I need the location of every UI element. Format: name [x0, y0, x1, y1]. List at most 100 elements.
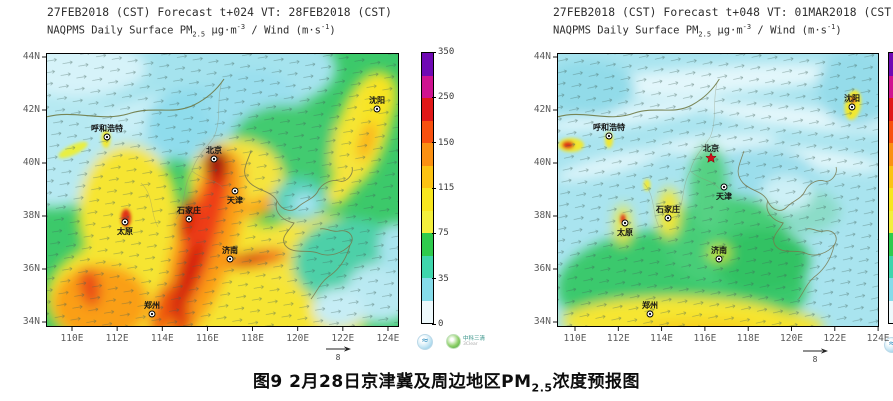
- colorbar-value-label: 250: [438, 92, 455, 103]
- lat-label: 34N: [533, 316, 551, 327]
- lon-label: 124E: [866, 333, 890, 344]
- caption-pm25-subscript: 2.5: [531, 381, 553, 395]
- lat-label: 34N: [22, 316, 40, 327]
- lat-label: 36N: [22, 263, 40, 274]
- city-marker-dot: [212, 157, 216, 161]
- unit-superscript: -1: [320, 23, 330, 31]
- colorbar-segment: [889, 278, 893, 301]
- subtitle-text: μg·m: [711, 24, 743, 37]
- city-marker-dot: [722, 185, 726, 189]
- figure-caption: 图9 2月28日京津冀及周边地区PM2.5浓度预报图: [0, 367, 893, 394]
- colorbar-segment: [422, 278, 433, 301]
- lat-label: 44N: [22, 51, 40, 62]
- colorbar-segment: [889, 143, 893, 166]
- subtitle-text: ): [835, 24, 842, 37]
- city-label: 石家庄: [655, 204, 680, 214]
- wind-vector-texture: [557, 53, 879, 327]
- weather-logo-icon-clipped: [884, 337, 893, 353]
- city-label: 北京: [206, 145, 222, 155]
- colorbar-segment: [422, 98, 433, 121]
- colorbar-segment: [889, 210, 893, 233]
- colorbar-segment: [422, 210, 433, 233]
- colorbar-right-clipped: [888, 52, 893, 324]
- lat-label: 42N: [533, 104, 551, 115]
- pm25-subscript: 2.5: [192, 30, 206, 39]
- city-label: 呼和浩特: [91, 123, 123, 133]
- lon-label: 124E: [376, 333, 400, 344]
- lat-label: 38N: [22, 210, 40, 221]
- city-marker-dot: [123, 220, 127, 224]
- pm25-field-left: [46, 53, 399, 327]
- subtitle-text: NAQPMS Daily Surface PM: [47, 24, 193, 37]
- colorbar-tick: [432, 232, 436, 234]
- forecast-subtitle-right: NAQPMS Daily Surface PM2.5 μg·m-3 / Wind…: [553, 23, 842, 39]
- colorbar-tick: [432, 187, 436, 189]
- colorbar-segment: [422, 165, 433, 188]
- subtitle-text: / Wind (m·s: [245, 24, 321, 37]
- forecast-title-left: 27FEB2018 (CST) Forecast t+024 VT: 28FEB…: [47, 6, 393, 19]
- wind-reference-value-left: 8: [335, 353, 341, 362]
- colorbar-tick: [432, 278, 436, 280]
- forecast-title-right: 27FEB2018 (CST) Forecast t+048 VT: 01MAR…: [553, 6, 893, 19]
- caption-text: 图9 2月28日京津冀及周边地区PM: [252, 372, 532, 392]
- city-label: 济南: [711, 245, 727, 255]
- colorbar-tick: [432, 51, 436, 53]
- colorbar-segment: [422, 233, 433, 256]
- colorbar-segment: [422, 143, 433, 166]
- lat-label: 42N: [22, 104, 40, 115]
- city-label: 北京: [703, 143, 719, 153]
- lon-label: 120E: [286, 333, 310, 344]
- lon-label: 118E: [736, 333, 760, 344]
- pm25-map-right: 呼和浩特 北京 天津 石家庄 太原 济南 郑州 沈阳: [553, 53, 879, 331]
- lon-label: 110E: [60, 333, 84, 344]
- colorbar-segment: [889, 255, 893, 278]
- colorbar-value-label: 115: [438, 183, 455, 193]
- subtitle-text: NAQPMS Daily Surface PM: [553, 24, 699, 37]
- colorbar-segment: [889, 53, 893, 76]
- colorbar-segment: [422, 53, 433, 76]
- colorbar-segment: [889, 98, 893, 121]
- colorbar-segment: [422, 120, 433, 143]
- city-label: 郑州: [642, 300, 658, 310]
- colorbar-value-label: 0: [438, 319, 444, 329]
- pm25-field-right: [557, 53, 879, 327]
- lon-label: 118E: [241, 333, 264, 344]
- city-marker-dot: [375, 107, 379, 111]
- lon-label: 122E: [331, 333, 355, 344]
- beijing-star-marker: [705, 152, 717, 163]
- lon-label: 114E: [150, 333, 174, 344]
- subtitle-text: μg·m: [205, 24, 237, 37]
- lon-label: 116E: [693, 333, 717, 344]
- colorbar-segment: [889, 300, 893, 323]
- pm25-subscript: 2.5: [698, 30, 712, 39]
- wind-reference-arrow-right: [803, 348, 828, 354]
- city-marker-dot: [150, 312, 154, 316]
- lon-label: 120E: [780, 333, 803, 344]
- city-marker-dot: [648, 312, 652, 316]
- city-marker-dot: [105, 135, 109, 139]
- city-label: 郑州: [144, 300, 160, 310]
- lon-label: 122E: [823, 333, 847, 344]
- subtitle-text: ): [329, 24, 336, 37]
- city-marker-dot: [850, 105, 854, 109]
- colorbar-value-label: 150: [438, 137, 455, 148]
- city-marker-dot: [187, 217, 191, 221]
- colorbar-tick: [432, 142, 436, 144]
- colorbar-value-label: 350: [438, 47, 455, 57]
- colorbar-segment: [889, 233, 893, 256]
- colorbar-segment: [422, 188, 433, 211]
- colorbar-segment: [889, 165, 893, 188]
- city-label: 呼和浩特: [593, 122, 625, 132]
- lon-label: 116E: [195, 333, 219, 344]
- colorbar-segment: [422, 255, 433, 278]
- city-marker-dot: [666, 216, 670, 220]
- city-marker-dot: [228, 257, 232, 261]
- colorbar-segment: [889, 75, 893, 98]
- colorbar-value-label: 35: [438, 273, 449, 284]
- unit-superscript: -1: [826, 23, 836, 31]
- lat-label: 40N: [533, 157, 551, 168]
- lon-label: 112E: [606, 333, 630, 344]
